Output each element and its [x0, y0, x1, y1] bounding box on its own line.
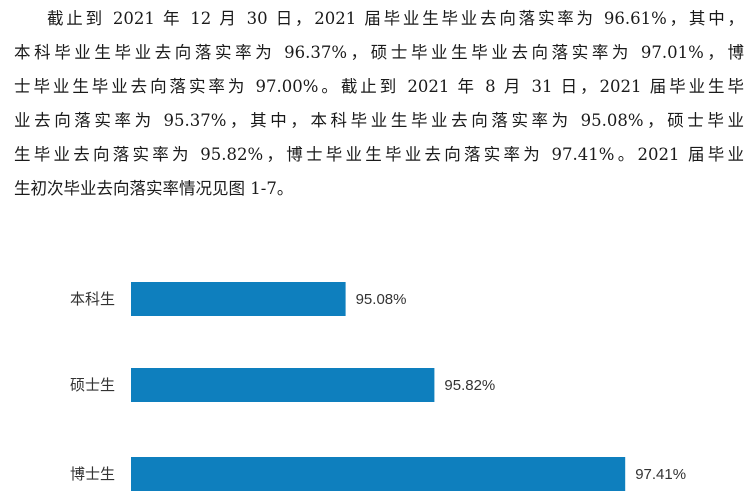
category-label: 本科生 — [70, 290, 115, 308]
category-label: 博士生 — [70, 465, 115, 483]
paragraph-line: 生初次毕业去向落实率情况见图 1-7。 — [14, 179, 294, 198]
paragraph-line: 士毕业生毕业去向落实率为 97.00%。截止到 2021 年 8 月 31 日，… — [14, 77, 744, 96]
employment-rate-bar-chart: 本科生 95.08% 硕士生 95.82% 博士生 97.41% — [70, 282, 686, 491]
value-label: 95.08% — [356, 291, 407, 308]
paragraph-line: 业去向落实率为 95.37%，其中，本科毕业生毕业去向落实率为 95.08%，硕… — [14, 111, 744, 130]
bar — [131, 457, 626, 491]
bar — [131, 368, 435, 402]
value-label: 95.82% — [444, 377, 495, 394]
value-label: 97.41% — [635, 466, 686, 483]
bar — [131, 282, 346, 316]
paragraph-line: 截止到 2021 年 12 月 30 日，2021 届毕业生毕业去向落实率为 9… — [47, 9, 744, 28]
description-paragraph: 截止到 2021 年 12 月 30 日，2021 届毕业生毕业去向落实率为 9… — [14, 2, 744, 206]
paragraph-line: 本科毕业生毕业去向落实率为 96.37%，硕士毕业生毕业去向落实率为 97.01… — [14, 43, 744, 62]
paragraph-line: 生毕业去向落实率为 95.82%，博士毕业生毕业去向落实率为 97.41%。20… — [14, 145, 744, 164]
category-label: 硕士生 — [70, 376, 115, 394]
